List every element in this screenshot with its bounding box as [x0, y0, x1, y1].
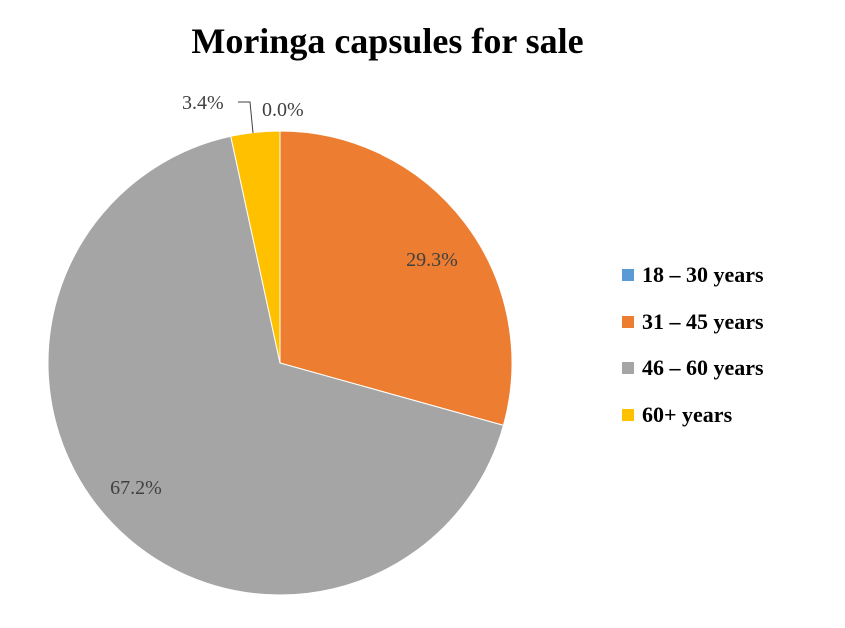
legend-label: 60+ years	[642, 401, 733, 427]
pie-slice-60plus-years	[230, 130, 281, 364]
legend-item-31-45-years: 31 – 45 years	[622, 299, 764, 346]
data-label-60plus-years: 3.4%	[182, 92, 224, 114]
legend-swatch	[622, 362, 634, 375]
pie-data-labels: 0.0% 29.3% 67.2% 3.4%	[110, 92, 458, 499]
legend-label: 46 – 60 years	[642, 355, 764, 381]
leader-line-60plus	[238, 101, 254, 134]
legend-item-46-60-years: 46 – 60 years	[622, 345, 764, 392]
legend-item-18-30-years: 18 – 30 years	[622, 252, 764, 299]
legend-label: 31 – 45 years	[642, 308, 764, 334]
pie-slices	[47, 130, 513, 596]
legend: 18 – 30 years 31 – 45 years 46 – 60 years 6…	[622, 252, 764, 438]
data-label-46-60-years: 67.2%	[110, 477, 162, 499]
legend-swatch	[622, 408, 634, 421]
legend-swatch	[622, 315, 634, 328]
pie-slice-46-60-years	[47, 135, 505, 596]
legend-swatch	[622, 269, 634, 282]
legend-item-60plus-years: 60+ years	[622, 392, 764, 439]
chart-title: Moringa capsules for sale	[191, 21, 584, 61]
data-label-31-45-years: 29.3%	[406, 249, 458, 271]
legend-label: 18 – 30 years	[642, 262, 764, 288]
data-label-18-30-years: 0.0%	[262, 99, 304, 121]
pie-slice-31-45-years	[279, 130, 513, 426]
